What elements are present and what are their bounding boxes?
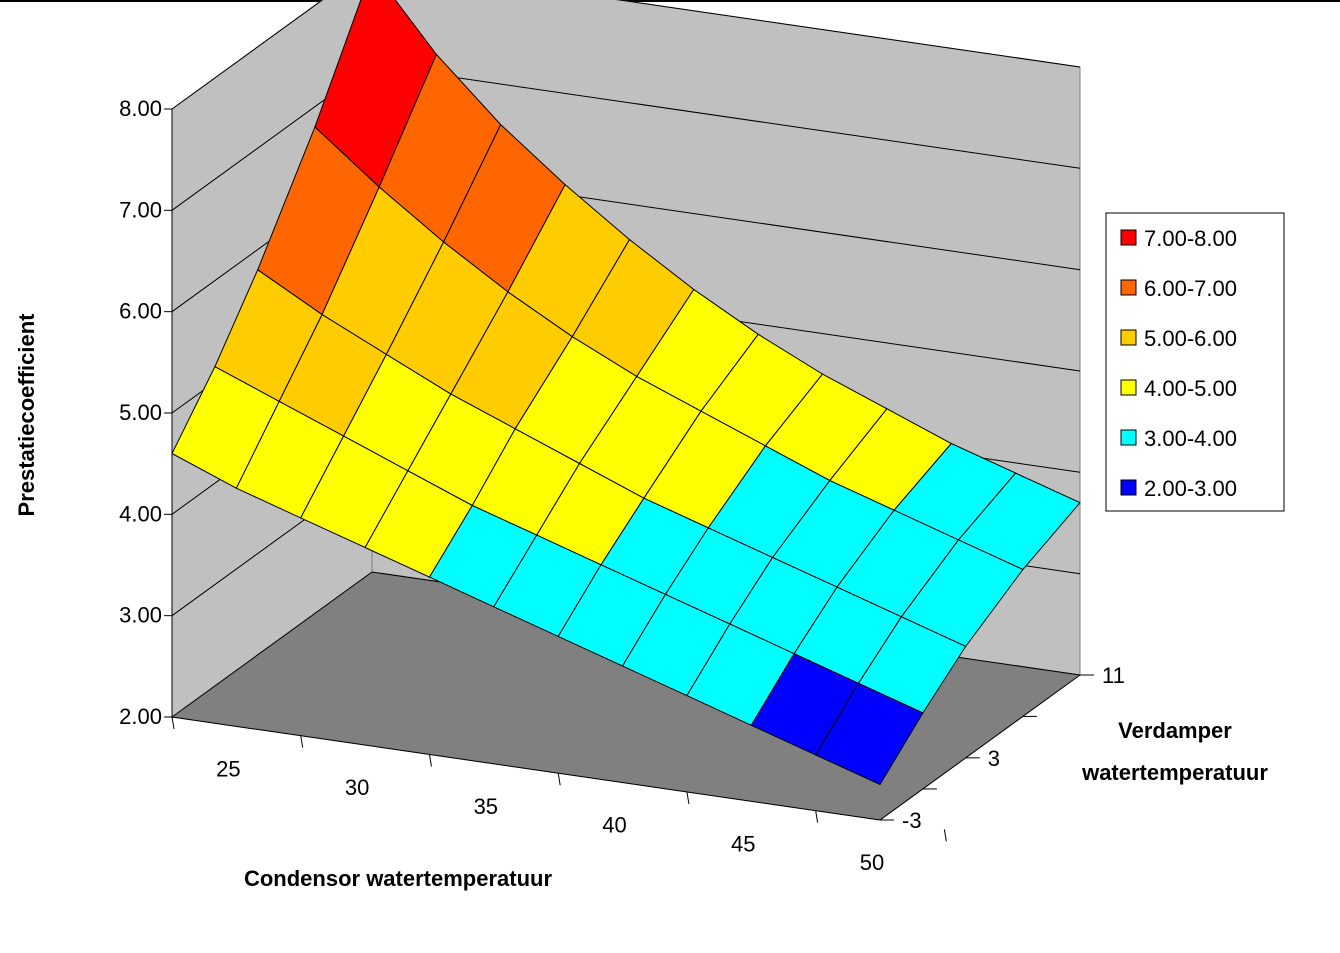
legend-swatch: [1120, 479, 1137, 496]
x-tick: [300, 735, 304, 748]
y-tick-label: 8.00: [119, 96, 162, 121]
legend-swatch: [1120, 229, 1137, 246]
tick-labels: 2.00 3.00 4.00 5.00 6.00 7.00 8.00 25 30 35 40 45 50…: [119, 96, 1125, 875]
x-tick: [815, 810, 819, 823]
legend-swatch: [1120, 279, 1137, 296]
x-tick-label: 50: [860, 850, 884, 875]
y-axis-title: Prestatiecoefficient: [14, 313, 39, 517]
x-tick-label: 30: [345, 775, 369, 800]
z-tick-label: 3: [988, 746, 1000, 771]
legend-box: [1105, 212, 1285, 512]
y-tick-label: 6.00: [119, 299, 162, 324]
x-axis-title: Condensor watertemperatuur: [244, 866, 552, 891]
y-tick-label: 7.00: [119, 197, 162, 222]
x-axis-line: [171, 716, 881, 821]
z-tick-label: 11: [1102, 663, 1125, 688]
legend-label: 7.00-8.00: [1144, 226, 1237, 251]
x-tick: [943, 829, 947, 842]
legend-label: 3.00-4.00: [1144, 426, 1237, 451]
x-tick-label: 45: [731, 831, 755, 856]
y-tick-label: 3.00: [119, 603, 162, 628]
legend-swatch: [1120, 329, 1137, 346]
z-tick-label: -3: [902, 808, 922, 833]
legend-label: 6.00-7.00: [1144, 276, 1237, 301]
x-tick: [557, 773, 561, 786]
y-tick-label: 5.00: [119, 400, 162, 425]
z-axis-line: [879, 674, 1081, 821]
z-axis-title-line1: Verdamper: [1118, 718, 1232, 743]
surface-plot: [171, 0, 1081, 786]
x-tick-label: 25: [216, 756, 240, 781]
y-tick-label: 2.00: [119, 704, 162, 729]
legend-label: 4.00-5.00: [1144, 376, 1237, 401]
legend-swatch: [1120, 379, 1137, 396]
x-tick-label: 35: [474, 794, 498, 819]
z-axis-title-line2: watertemperatuur: [1081, 760, 1268, 785]
legend-label: 5.00-6.00: [1144, 326, 1237, 351]
axes: [164, 108, 1094, 842]
legend: 7.00-8.00 6.00-7.00 5.00-6.00 4.00-5.00 3.00…: [1105, 212, 1285, 512]
legend-label: 2.00-3.00: [1144, 476, 1237, 501]
x-tick: [428, 754, 432, 767]
y-tick-label: 4.00: [119, 501, 162, 526]
y-gridline: [171, 0, 1081, 110]
x-tick-label: 40: [602, 813, 626, 838]
surface-cell: [814, 682, 924, 786]
legend-swatch: [1120, 429, 1137, 446]
x-tick: [686, 791, 690, 804]
x-tick: [171, 716, 175, 730]
